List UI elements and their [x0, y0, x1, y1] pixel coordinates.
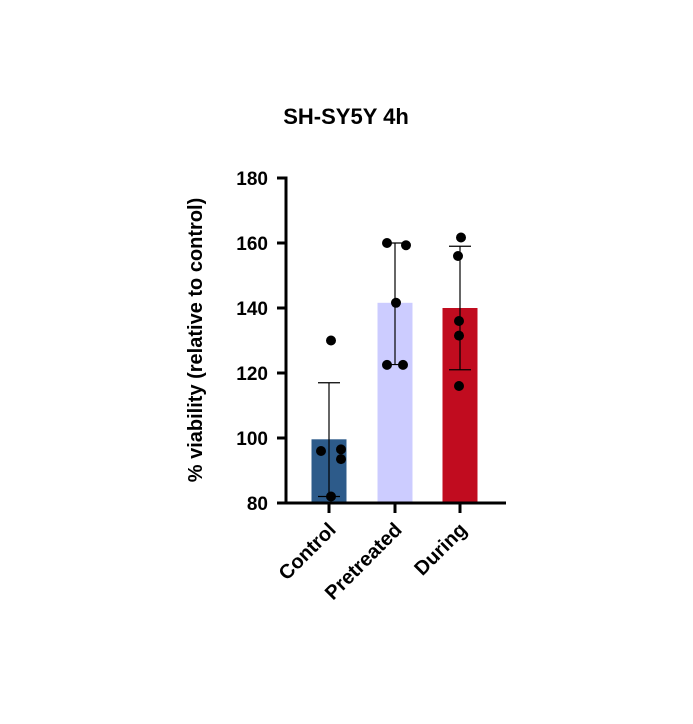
y-tick-label: 120 — [236, 364, 268, 385]
data-point-during — [456, 232, 466, 243]
data-point-pretreated — [382, 238, 392, 248]
data-point-pretreated — [382, 359, 392, 370]
y-tick-label: 100 — [236, 429, 268, 450]
chart-title: SH-SY5Y 4h — [283, 104, 409, 129]
y-tick-label: 180 — [236, 169, 268, 190]
data-point-control — [326, 491, 336, 502]
data-point-control — [316, 446, 326, 456]
data-point-during — [454, 330, 464, 341]
data-point-control — [326, 335, 336, 346]
data-point-control — [336, 454, 346, 465]
data-point-control — [336, 444, 346, 455]
data-point-during — [454, 316, 464, 326]
data-point-pretreated — [398, 359, 408, 370]
y-tick-label: 80 — [247, 494, 268, 515]
x-tick-label-control: Control — [275, 519, 341, 585]
data-point-during — [453, 251, 463, 261]
x-tick-label-during: During — [410, 519, 471, 580]
y-axis-label: % viability (relative to control) — [185, 198, 207, 483]
data-point-pretreated — [391, 297, 401, 308]
data-point-during — [454, 381, 464, 391]
y-tick-label: 140 — [236, 299, 268, 320]
y-tick-label: 160 — [236, 234, 268, 255]
data-point-pretreated — [401, 240, 411, 251]
